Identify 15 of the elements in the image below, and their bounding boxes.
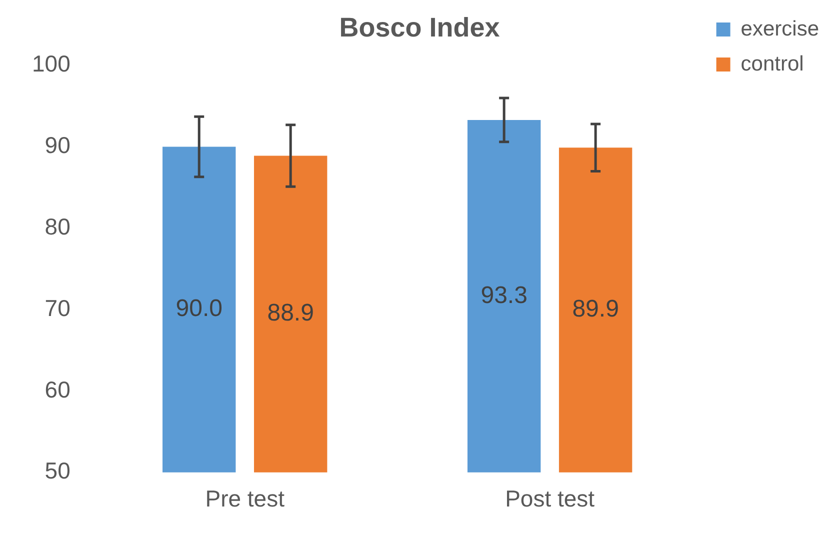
y-tick-label: 50 — [44, 458, 70, 484]
y-tick-label: 90 — [44, 132, 70, 158]
legend-label: exercise — [740, 17, 820, 40]
data-label: 88.9 — [267, 300, 314, 327]
x-tick-label: Pre test — [205, 486, 286, 512]
y-tick-label: 100 — [32, 50, 70, 77]
y-tick-label: 80 — [44, 214, 70, 240]
data-label: 89.9 — [572, 296, 619, 323]
legend-label: control — [740, 52, 804, 76]
data-label: 90.0 — [176, 295, 222, 322]
y-tick-label: 60 — [44, 376, 70, 402]
x-tick-label: Post test — [505, 486, 596, 512]
chart-title: Bosco Index — [339, 12, 500, 43]
data-label: 93.3 — [480, 282, 528, 309]
y-tick-label: 70 — [44, 294, 70, 321]
